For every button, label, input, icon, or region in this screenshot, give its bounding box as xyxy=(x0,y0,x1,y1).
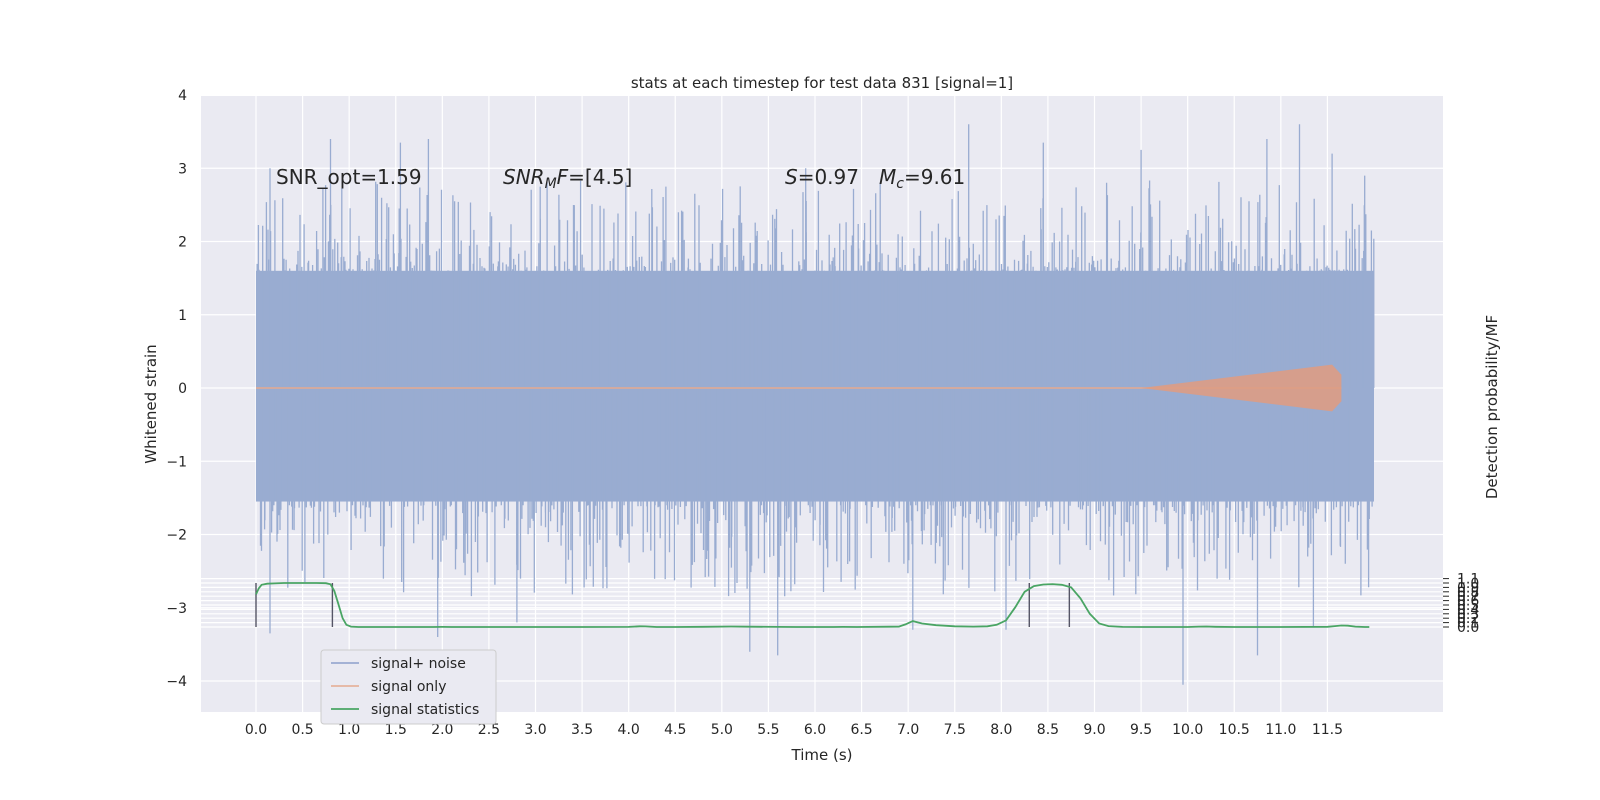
legend-box xyxy=(320,649,497,725)
y-tick-label: 1 xyxy=(178,308,187,324)
x-tick-label: 4.5 xyxy=(664,722,686,738)
y2-axis-title: Detection probability/MF xyxy=(1483,315,1501,499)
x-tick-label: 8.5 xyxy=(1037,722,1059,738)
legend: signal+ noise signal only signal statist… xyxy=(320,649,497,725)
mc-annotation: Mc=9.61 xyxy=(879,165,965,192)
x-tick-label: 9.5 xyxy=(1130,722,1152,738)
vertical-markers xyxy=(255,583,1071,627)
x-tick-label: 11.0 xyxy=(1265,722,1296,738)
noise-spike-path xyxy=(256,124,1375,685)
x-tick-label: 1.5 xyxy=(385,722,407,738)
mc-value: =9.61 xyxy=(904,165,965,189)
x-tick-label: 0.5 xyxy=(291,722,313,738)
y2-tick-label: 0.2 xyxy=(1457,611,1479,627)
s-symbol: S xyxy=(785,165,798,189)
y2-tick-label: 0.5 xyxy=(1457,598,1479,614)
legend-label-signal-noise: signal+ noise xyxy=(371,656,466,672)
y-tick-label: 2 xyxy=(178,235,187,251)
y2-tick-label: 0.6 xyxy=(1457,594,1479,610)
x-tick-label: 2.5 xyxy=(478,722,500,738)
snr-opt-annotation: SNR_opt=1.59 xyxy=(276,165,422,189)
x-tick-label: 2.0 xyxy=(431,722,453,738)
x-tick-label: 4.0 xyxy=(618,722,640,738)
x-tick-label: 0.0 xyxy=(245,722,267,738)
y-tick-label: −2 xyxy=(166,528,187,544)
snr-mf-value: =[4.5] xyxy=(568,165,632,189)
x-tick-label: 8.0 xyxy=(990,722,1012,738)
chart-title: stats at each timestep for test data 831… xyxy=(631,74,1013,92)
y-tick-label: 4 xyxy=(178,88,187,104)
x-tick-label: 6.0 xyxy=(804,722,826,738)
x-tick-label: 7.0 xyxy=(897,722,919,738)
x-tick-label: 3.0 xyxy=(524,722,546,738)
y2-tick-label: 1.0 xyxy=(1457,576,1479,592)
mc-subscript: c xyxy=(896,176,904,192)
y-axis-title: Whitened strain xyxy=(142,344,160,463)
x-tick-label: 3.5 xyxy=(571,722,593,738)
y2-tick-label: 0.7 xyxy=(1457,589,1479,605)
y-tick-label: −3 xyxy=(166,601,187,617)
x-tick-label: 5.0 xyxy=(711,722,733,738)
x-tick-label: 6.5 xyxy=(850,722,872,738)
y2-axis-ticks: 1.11.00.90.80.70.60.50.40.30.20.10.0 xyxy=(1443,572,1479,636)
data-layer xyxy=(255,124,1375,685)
y-axis-ticks: 4 3 2 1 0 −1 −2 −3 −4 xyxy=(166,88,187,690)
snr-mf-subscript: M xyxy=(545,176,557,192)
x-tick-label: 1.0 xyxy=(338,722,360,738)
x-tick-label: 5.5 xyxy=(757,722,779,738)
x-tick-label: 7.5 xyxy=(944,722,966,738)
y2-tick-label: 0.1 xyxy=(1457,616,1479,632)
y2-tick-label: 0.3 xyxy=(1457,607,1479,623)
noise-spikes xyxy=(256,124,1375,685)
y-tick-label: 3 xyxy=(178,161,187,177)
s-value: =0.97 xyxy=(798,165,859,189)
y2-tick-label: 0.9 xyxy=(1457,580,1479,596)
y-tick-label: −4 xyxy=(166,674,187,690)
x-axis-ticks: 0.0 0.5 1.0 1.5 2.0 2.5 3.0 3.5 4.0 4.5 5.0 5.5 6.0 6… xyxy=(245,722,1343,738)
mc-symbol: M xyxy=(879,165,896,189)
signal-statistics-curve xyxy=(255,582,1370,628)
x-tick-label: 9.0 xyxy=(1083,722,1105,738)
y-tick-label: 0 xyxy=(178,381,187,397)
legend-label-signal-only: signal only xyxy=(371,679,446,695)
signal-chirp xyxy=(1141,364,1342,412)
snr-mf-symbol: SNR xyxy=(503,165,545,189)
x-tick-label: 10.5 xyxy=(1219,722,1250,738)
y2-tick-label: 1.1 xyxy=(1457,572,1479,588)
y2-tick-label: 0.0 xyxy=(1457,620,1479,636)
y2-tick-label: 0.8 xyxy=(1457,585,1479,601)
snr-mf-annotation: SNRMF=[4.5] xyxy=(503,165,632,192)
legend-label-signal-statistics: signal statistics xyxy=(371,702,479,718)
x-axis-title: Time (s) xyxy=(791,746,853,764)
x-tick-label: 11.5 xyxy=(1312,722,1343,738)
x-tick-label: 10.0 xyxy=(1172,722,1203,738)
snr-mf-f: F xyxy=(557,165,569,189)
y-tick-label: −1 xyxy=(166,454,187,470)
y2-tick-label: 0.4 xyxy=(1457,602,1479,618)
s-annotation: S=0.97 xyxy=(785,165,859,189)
